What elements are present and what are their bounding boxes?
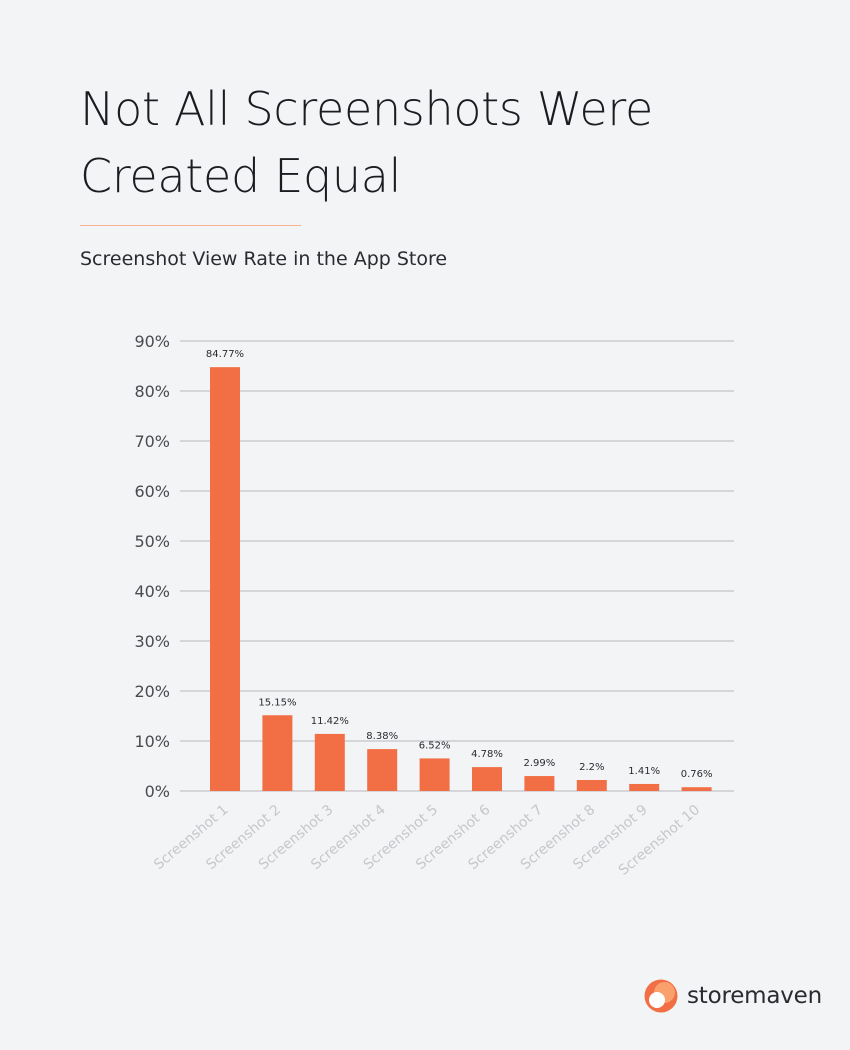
data-label-screenshot-1: 84.77% [206,349,244,360]
brand-name: storemaven [687,983,823,1009]
y-tick-label: 10% [134,732,170,751]
y-tick-label: 20% [134,682,170,701]
data-label-screenshot-10: 0.76% [681,769,713,780]
y-tick-label: 40% [134,582,170,601]
title-divider [80,225,301,226]
data-label-screenshot-4: 8.38% [366,731,398,742]
y-tick-label: 60% [134,482,170,501]
bar-screenshot-5 [419,758,450,791]
bar-screenshot-3 [314,733,345,791]
data-label-screenshot-2: 15.15% [258,697,296,708]
bar-screenshot-10 [681,787,712,791]
bar-screenshot-2 [262,715,293,791]
chart-subtitle: Screenshot View Rate in the App Store [80,248,448,270]
gridlines [180,340,734,792]
data-label-screenshot-5: 6.52% [419,740,451,751]
y-tick-label: 0% [145,782,170,801]
bars [210,367,712,791]
bar-screenshot-8 [576,780,607,791]
bar-screenshot-6 [472,767,502,791]
y-tick-label: 30% [134,632,170,651]
storemaven-logo-icon [644,979,678,1013]
bar-screenshot-1 [210,367,240,791]
page-title: Not All Screenshots Were Created Equal [80,76,653,210]
y-tick-label: 70% [134,432,170,451]
y-tick-label: 50% [134,532,170,551]
data-label-screenshot-7: 2.99% [524,758,556,769]
data-label-screenshot-3: 11.42% [311,716,349,727]
title-line-2: Created Equal [80,149,402,203]
y-tick-label: 80% [134,382,170,401]
data-label-screenshot-8: 2.2% [579,762,604,773]
y-tick-label: 90% [134,332,170,351]
bar-screenshot-7 [524,776,555,791]
data-labels: 84.77% 15.15% 11.42% 8.38% 6.52% 4.78% 2.99% 2.… [206,349,713,780]
y-axis-tick-labels: 0% 10% 20% 30% 40% 50% 60% 70% 80% 90% [134,332,170,801]
storemaven-logo: storemaven [644,976,822,1016]
data-label-screenshot-6: 4.78% [471,749,503,760]
title-line-1: Not All Screenshots Were [80,82,653,136]
bar-screenshot-9 [629,783,660,791]
bar-screenshot-4 [367,749,398,791]
data-label-screenshot-9: 1.41% [628,766,660,777]
